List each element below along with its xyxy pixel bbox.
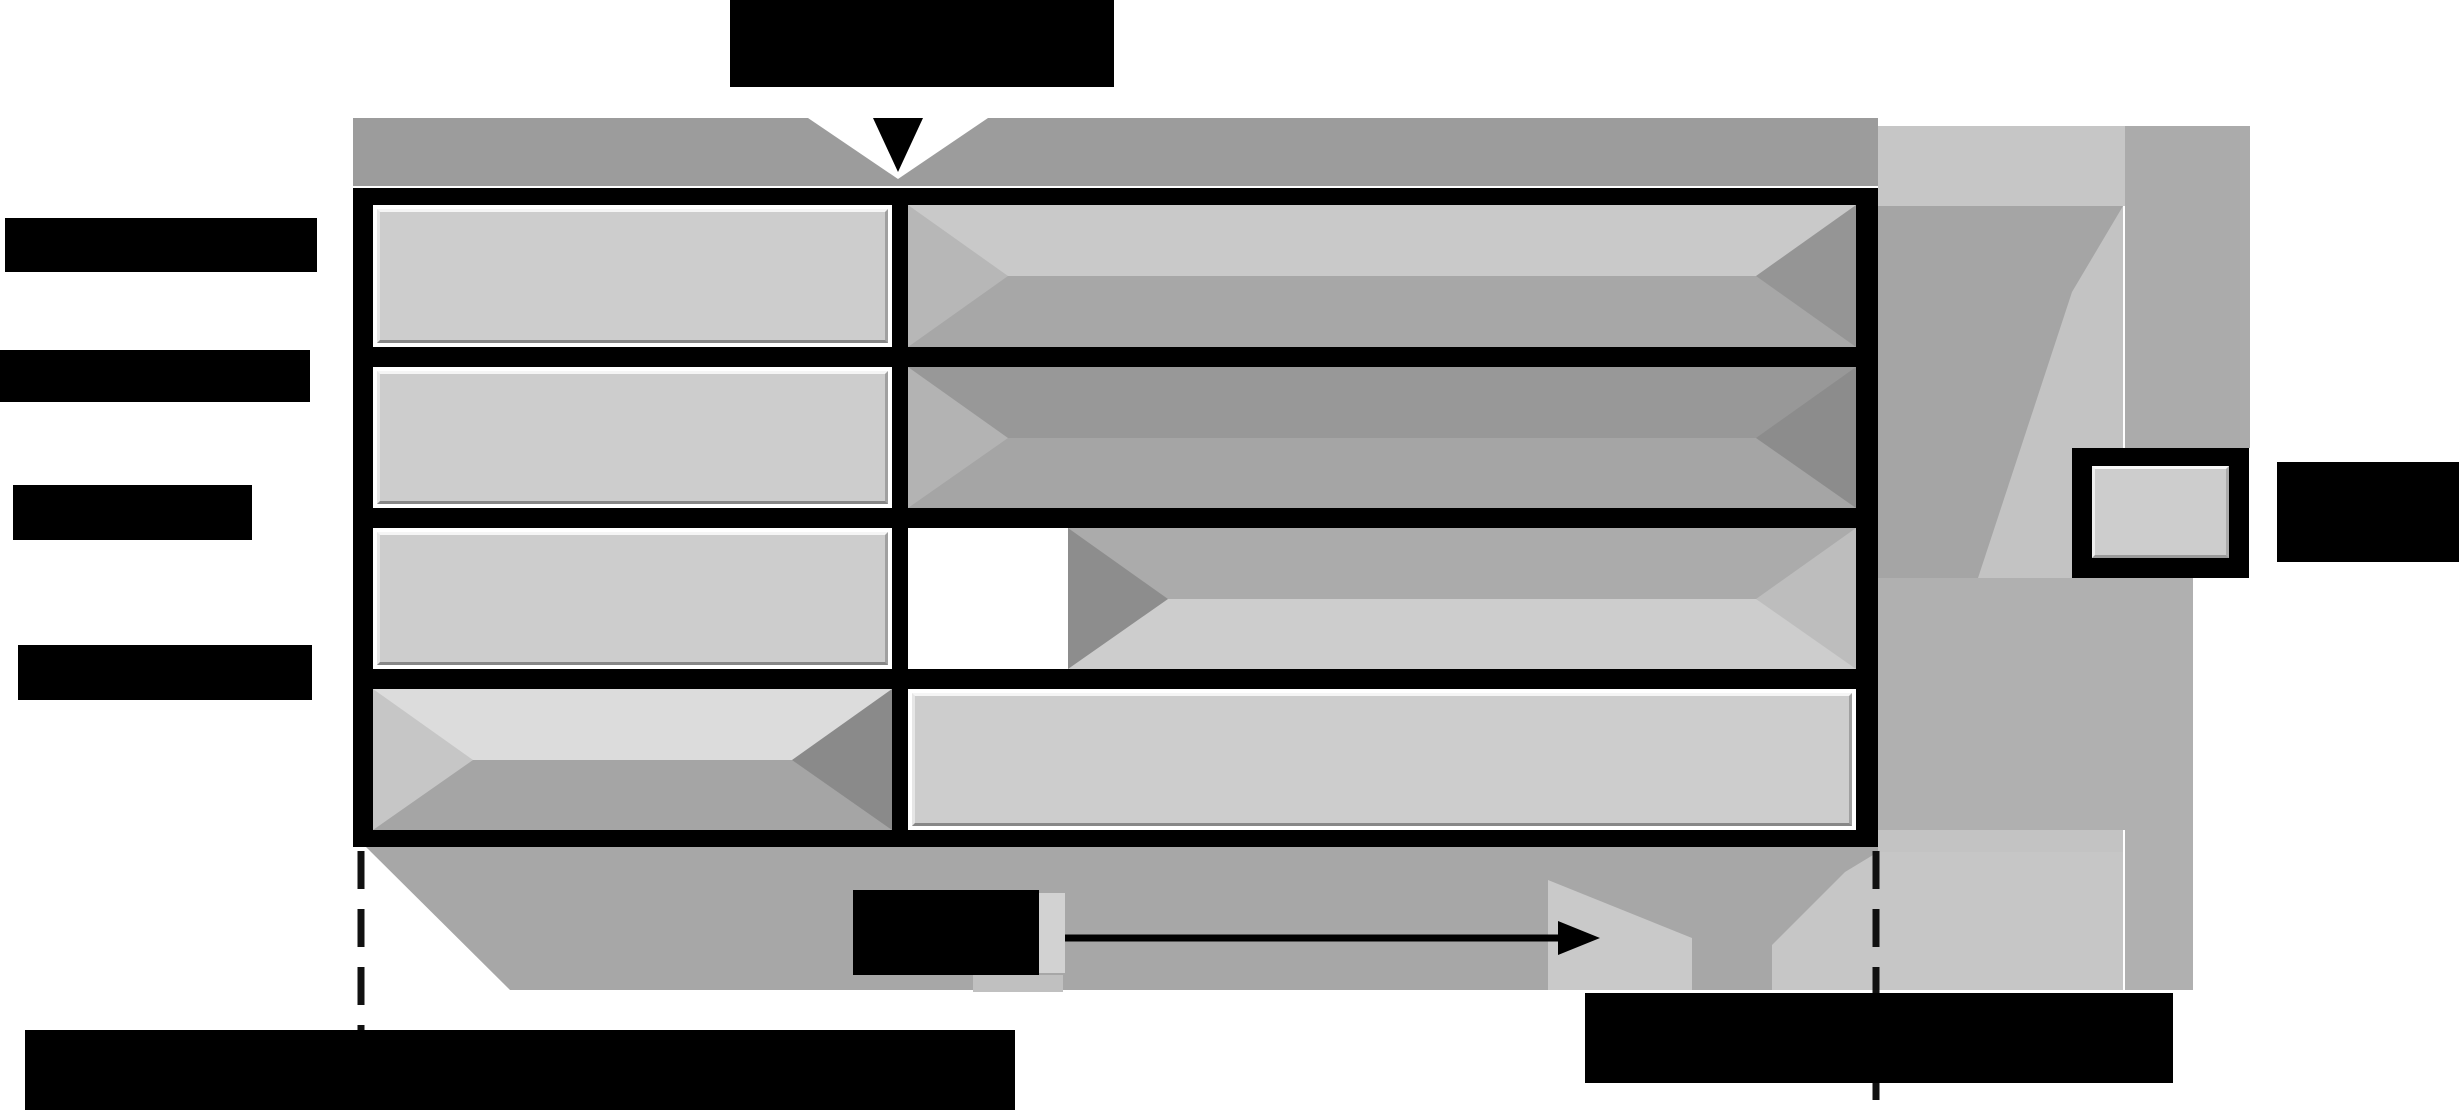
legend-to-bottom-strip: [2125, 830, 2193, 990]
legend-box: [2072, 448, 2249, 578]
row-label-2: [0, 350, 310, 402]
bar-r3-right-offset: [1068, 528, 1856, 669]
bar-r3-left: [377, 532, 888, 665]
time-label-right-gap: [1039, 893, 1065, 973]
top-label: [730, 0, 1114, 87]
bottom-left-label: [25, 1030, 1015, 1110]
row-label-4: [18, 645, 312, 700]
bar-r2-right: [908, 367, 1856, 508]
legend-swatch: [2092, 466, 2229, 558]
bar-r4-right: [912, 693, 1852, 826]
time-label-under-strip: [973, 975, 1063, 992]
bottom-right-label: [1585, 993, 2173, 1083]
time-axis-label: [853, 890, 1039, 975]
down-arrow-icon: [873, 118, 923, 172]
under-table-wedge: [366, 847, 1878, 990]
bar-r1-right: [908, 205, 1856, 347]
time-arrow-head-icon: [1558, 921, 1600, 955]
band-right-light-extension: [1878, 126, 2125, 206]
diagram-table: [353, 188, 1878, 847]
arrowhead-light-wedge: [1548, 880, 1692, 990]
legend-label: [2277, 462, 2459, 562]
legend-connector-column: [2125, 126, 2250, 448]
top-gray-band: [353, 118, 1878, 186]
row-label-3: [13, 485, 252, 540]
bar-r4-left: [373, 689, 892, 830]
below-legend-gray: [1878, 578, 2193, 830]
bar-r1-left: [377, 209, 888, 343]
row-label-1: [5, 218, 317, 272]
under-table-right-light-wedge: [1772, 852, 2123, 990]
legend-funnel-wedge: [1878, 206, 2123, 578]
bar-r2-left: [377, 371, 888, 504]
